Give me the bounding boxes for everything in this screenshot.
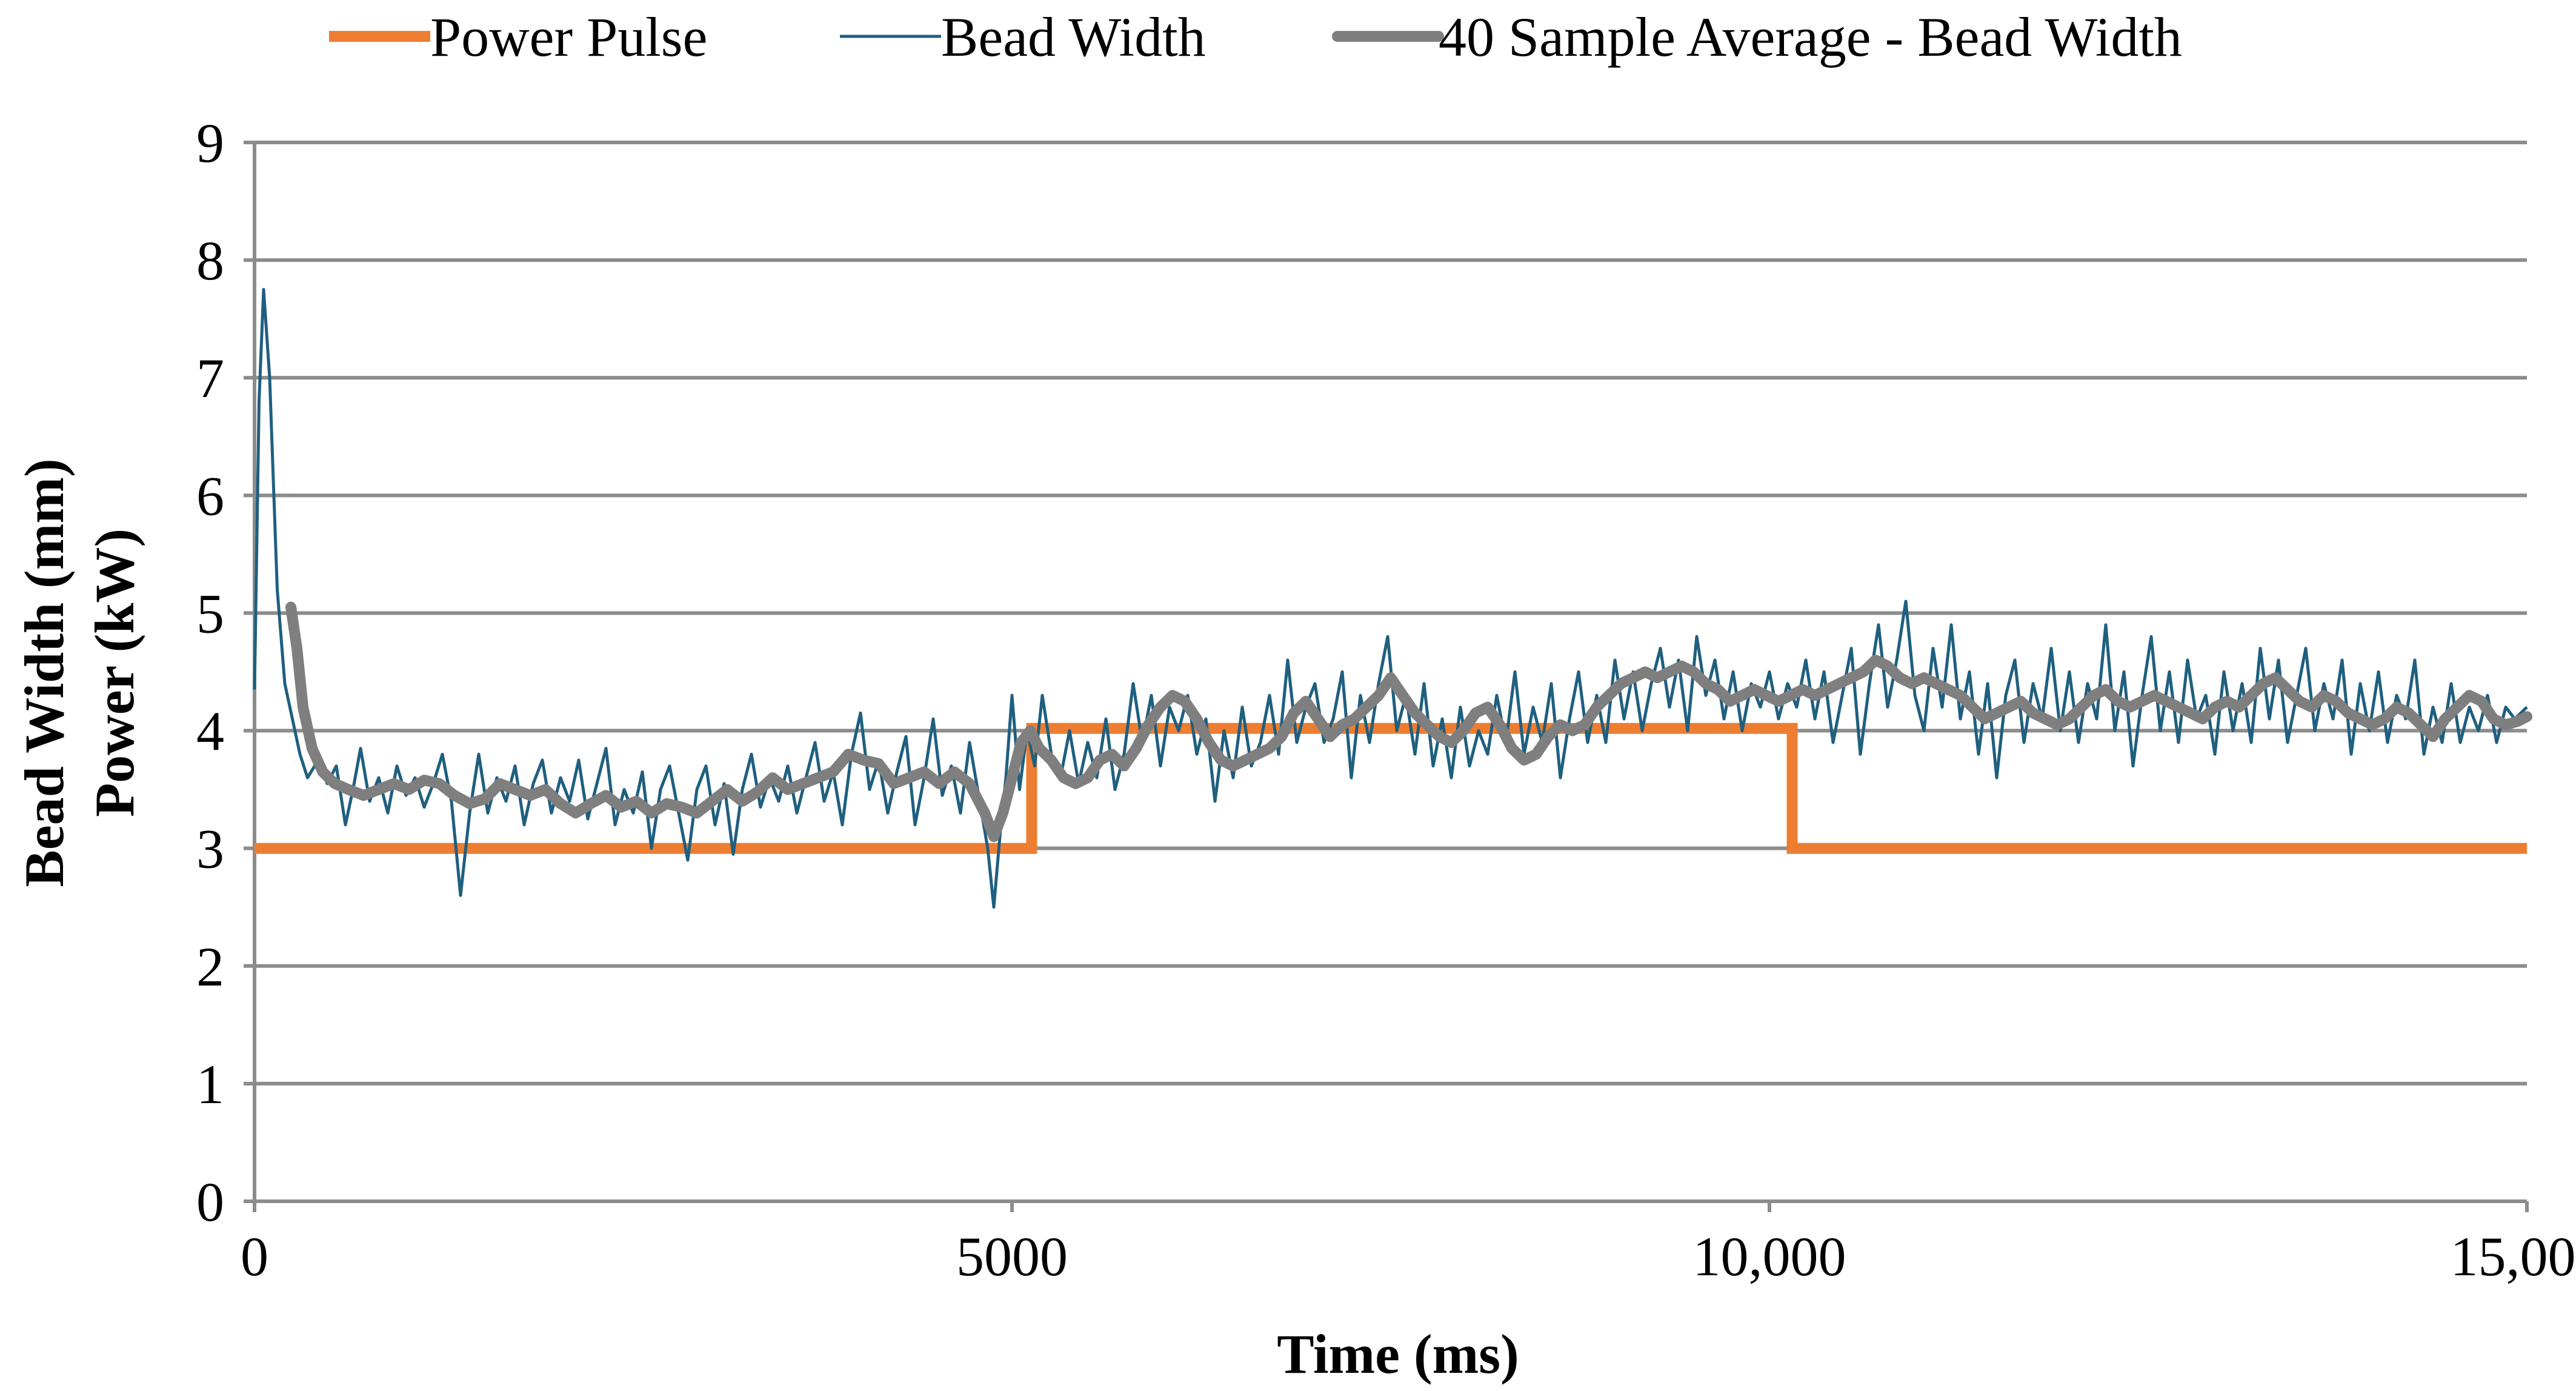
y-tick-label-2: 2: [196, 936, 224, 998]
x-tick-label-15000: 15,000: [2451, 1226, 2576, 1287]
x-tick-label-10000: 10,000: [1693, 1226, 1846, 1287]
axes: 0 1 2 3 4 5 6 7 8 9 0 5000 10,000 15,000: [196, 112, 2576, 1287]
x-tick-label-5000: 5000: [956, 1226, 1068, 1287]
x-tick-label-0: 0: [241, 1226, 268, 1287]
y-tick-label-1: 1: [196, 1053, 224, 1115]
series-line-bead-width: [253, 288, 2528, 909]
y-tick-label-5: 5: [196, 582, 224, 644]
x-tick-labels: 0 5000 10,000 15,000: [241, 1201, 2576, 1287]
series-line-average-bead-width: [285, 601, 2532, 842]
y-tick-label-4: 4: [196, 701, 224, 762]
y-tick-label-8: 8: [196, 230, 224, 292]
y-tick-label-6: 6: [196, 465, 224, 527]
legend-label-bead-width: Bead Width: [941, 6, 1206, 68]
y-tick-label-0: 0: [196, 1171, 224, 1233]
x-axis-title: Time (ms): [1277, 1323, 1519, 1385]
series-lines: [253, 288, 2532, 909]
y-tick-label-9: 9: [196, 112, 224, 174]
y-tick-labels: 0 1 2 3 4 5 6 7 8 9: [196, 112, 224, 1233]
y-tick-label-7: 7: [196, 347, 224, 409]
gridlines: [244, 141, 2527, 1203]
legend-label-average-bead-width: 40 Sample Average - Bead Width: [1439, 6, 2182, 68]
y-tick-label-3: 3: [196, 818, 224, 880]
legend: Power Pulse Bead Width 40 Sample Average…: [329, 6, 2182, 68]
legend-label-power-pulse: Power Pulse: [430, 6, 707, 68]
y-axis-title-line-2: Power (kW): [84, 529, 145, 817]
y-axis-title-line-1: Bead Width (mm): [13, 458, 75, 887]
